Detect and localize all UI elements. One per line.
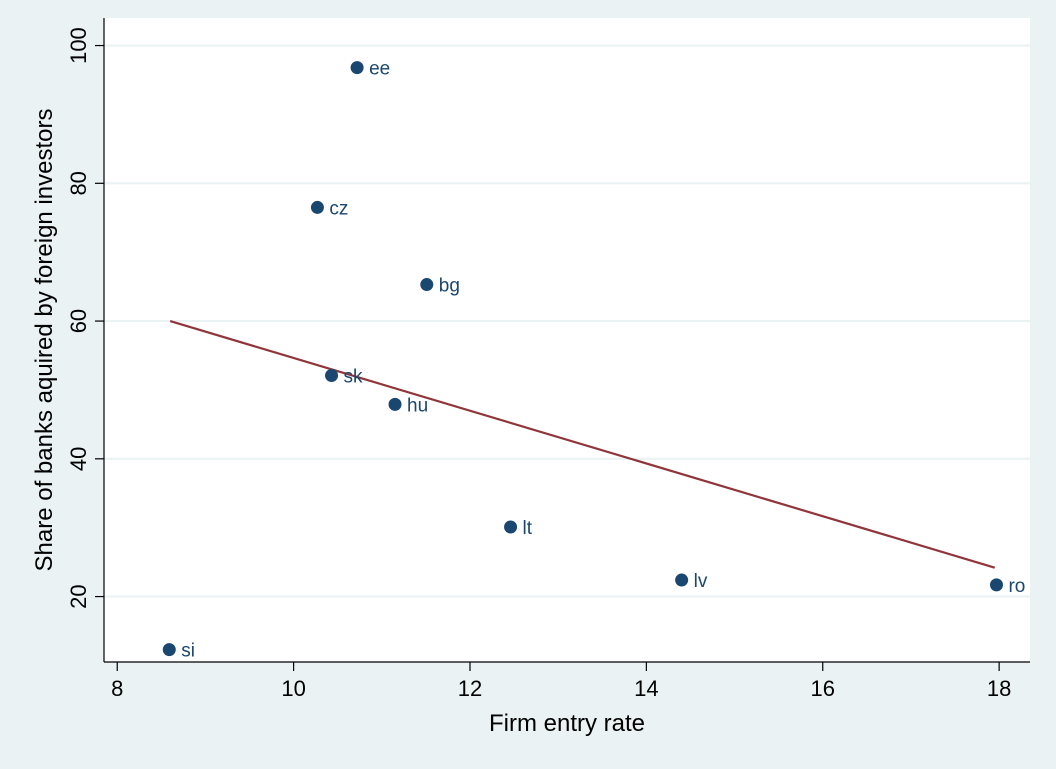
point-label-lv: lv bbox=[694, 571, 708, 592]
data-point-si bbox=[162, 643, 176, 657]
data-point-lv bbox=[675, 573, 689, 587]
data-point-bg bbox=[420, 278, 434, 292]
point-label-cz: cz bbox=[329, 198, 348, 219]
point-label-lt: lt bbox=[523, 518, 533, 539]
point-label-si: si bbox=[181, 641, 195, 662]
fitted-line bbox=[169, 320, 996, 569]
x-tick-label-16: 16 bbox=[811, 676, 835, 701]
data-point-ro bbox=[989, 578, 1003, 592]
x-tick-label-12: 12 bbox=[458, 676, 482, 701]
x-tick-label-8: 8 bbox=[111, 676, 123, 701]
y-tick-label-60: 60 bbox=[66, 309, 91, 333]
plot-area bbox=[104, 18, 1030, 662]
data-points: ee cz bg sk hu lt lv ro si bbox=[162, 59, 1025, 662]
x-tick-label-18: 18 bbox=[987, 676, 1011, 701]
data-point-sk bbox=[325, 368, 339, 382]
data-point-hu bbox=[388, 397, 402, 411]
point-label-hu: hu bbox=[407, 395, 428, 416]
point-label-bg: bg bbox=[439, 276, 460, 297]
x-tick-label-10: 10 bbox=[281, 676, 305, 701]
y-axis-title: Share of banks aquired by foreign invest… bbox=[31, 109, 58, 572]
y-tick-label-40: 40 bbox=[66, 447, 91, 471]
data-point-lt bbox=[504, 520, 518, 534]
y-tick-label-80: 80 bbox=[66, 171, 91, 195]
data-point-ee bbox=[350, 61, 364, 75]
x-axis-title: Firm entry rate bbox=[489, 710, 645, 737]
x-tick-label-14: 14 bbox=[634, 676, 658, 701]
y-tick-label-100: 100 bbox=[66, 27, 91, 64]
y-tick-label-20: 20 bbox=[66, 584, 91, 608]
point-label-ee: ee bbox=[369, 59, 390, 80]
point-label-ro: ro bbox=[1008, 576, 1025, 597]
y-axis-ticks: 20 40 60 80 100 bbox=[66, 27, 104, 609]
grid-lines bbox=[104, 44, 1030, 598]
point-label-sk: sk bbox=[344, 366, 364, 387]
x-axis-ticks: 8 10 12 14 16 18 bbox=[111, 662, 1011, 701]
data-point-cz bbox=[310, 200, 324, 214]
